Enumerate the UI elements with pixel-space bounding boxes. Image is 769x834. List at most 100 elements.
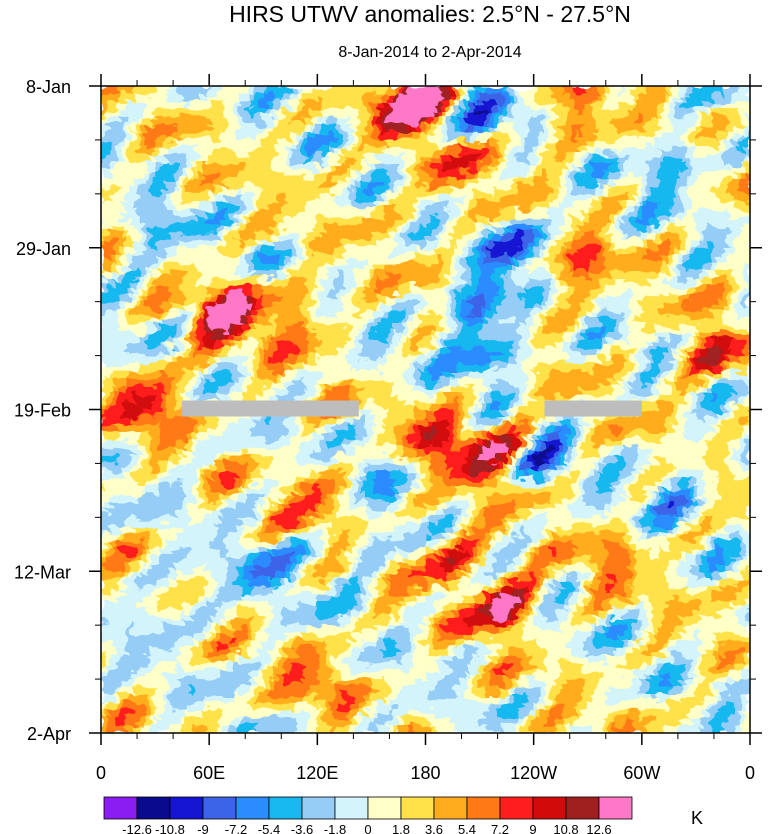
heat-cell <box>728 301 735 310</box>
heat-cell <box>463 332 470 341</box>
heat-cell <box>322 347 329 357</box>
heat-cell <box>576 155 583 164</box>
heat-cell <box>219 332 226 341</box>
heat-cell <box>717 301 724 310</box>
heat-cell <box>209 370 216 380</box>
heat-cell <box>566 309 573 318</box>
heat-cell <box>311 363 318 372</box>
heat-cell <box>463 363 470 372</box>
heat-cell <box>236 139 243 149</box>
heat-cell <box>214 247 221 257</box>
heat-cell <box>695 324 702 334</box>
heat-cell <box>593 317 600 326</box>
heat-cell <box>176 93 183 102</box>
heat-cell <box>409 394 416 403</box>
heat-cell <box>403 324 410 334</box>
heat-cell <box>512 139 519 149</box>
heat-cell <box>641 240 648 249</box>
heat-cell <box>701 370 708 380</box>
heat-cell <box>355 370 362 380</box>
heat-cell <box>111 293 118 303</box>
heat-cell <box>257 255 264 264</box>
heat-cell <box>603 378 610 387</box>
heat-cell <box>376 93 383 102</box>
heat-cell <box>247 317 254 326</box>
heat-cell <box>663 170 670 180</box>
heat-cell <box>474 86 481 95</box>
heat-cell <box>501 263 508 272</box>
heat-cell <box>257 378 264 387</box>
heat-cell <box>436 355 443 364</box>
heat-cell <box>393 124 400 133</box>
heat-cell <box>414 224 421 233</box>
heat-cell <box>695 201 702 210</box>
heat-cell <box>484 286 491 295</box>
heat-cell <box>360 293 367 303</box>
heat-cell <box>144 370 151 380</box>
heat-cell <box>490 394 497 403</box>
heat-cell <box>506 232 513 241</box>
heat-cell <box>279 170 286 180</box>
heat-cell <box>430 155 437 164</box>
heat-cell <box>533 147 540 156</box>
heat-cell <box>441 394 448 403</box>
heat-cell <box>587 101 594 110</box>
heat-cell <box>549 378 556 387</box>
heat-cell <box>355 394 362 403</box>
heat-cell <box>690 124 697 133</box>
heat-cell <box>393 378 400 387</box>
heat-cell <box>717 209 724 218</box>
heat-cell <box>484 317 491 326</box>
heat-cell <box>506 247 513 257</box>
heat-cell <box>712 155 719 164</box>
heat-cell <box>209 293 216 303</box>
heat-cell <box>101 186 108 195</box>
heat-cell <box>647 193 654 203</box>
heat-cell <box>717 232 724 241</box>
heat-cell <box>387 139 394 149</box>
heat-cell <box>317 232 324 241</box>
heat-cell <box>290 86 297 95</box>
heat-cell <box>219 247 226 257</box>
heat-cell <box>706 139 713 149</box>
heat-cell <box>555 370 562 380</box>
heat-cell <box>144 86 151 95</box>
heat-cell <box>495 347 502 357</box>
heat-cell <box>301 363 308 372</box>
heat-cell <box>517 109 524 118</box>
heat-cell <box>571 370 578 380</box>
heat-cell <box>539 186 546 195</box>
heat-cell <box>301 317 308 326</box>
heat-cell <box>668 394 675 403</box>
heat-cell <box>171 270 178 280</box>
heat-cell <box>182 263 189 272</box>
heat-cell <box>349 332 356 341</box>
heat-cell <box>360 347 367 357</box>
heat-cell <box>593 293 600 303</box>
heat-cell <box>430 86 437 95</box>
heat-cell <box>409 340 416 349</box>
heat-cell <box>403 116 410 126</box>
heat-cell <box>690 139 697 149</box>
heat-cell <box>317 240 324 249</box>
heat-cell <box>430 370 437 380</box>
heat-cell <box>355 186 362 195</box>
heat-cell <box>479 386 486 395</box>
heat-cell <box>171 347 178 357</box>
heat-cell <box>436 255 443 264</box>
heat-cell <box>106 355 113 364</box>
heat-cell <box>701 201 708 210</box>
heat-cell <box>155 201 162 210</box>
heat-cell <box>463 255 470 264</box>
heat-cell <box>403 163 410 172</box>
heat-cell <box>263 247 270 257</box>
heat-cell <box>301 332 308 341</box>
heat-cell <box>528 93 535 102</box>
heat-cell <box>484 309 491 318</box>
heat-cell <box>425 386 432 395</box>
heat-cell <box>679 347 686 357</box>
heat-cell <box>517 394 524 403</box>
heat-cell <box>598 340 605 349</box>
heat-cell <box>263 132 270 141</box>
heat-cell <box>122 93 129 102</box>
